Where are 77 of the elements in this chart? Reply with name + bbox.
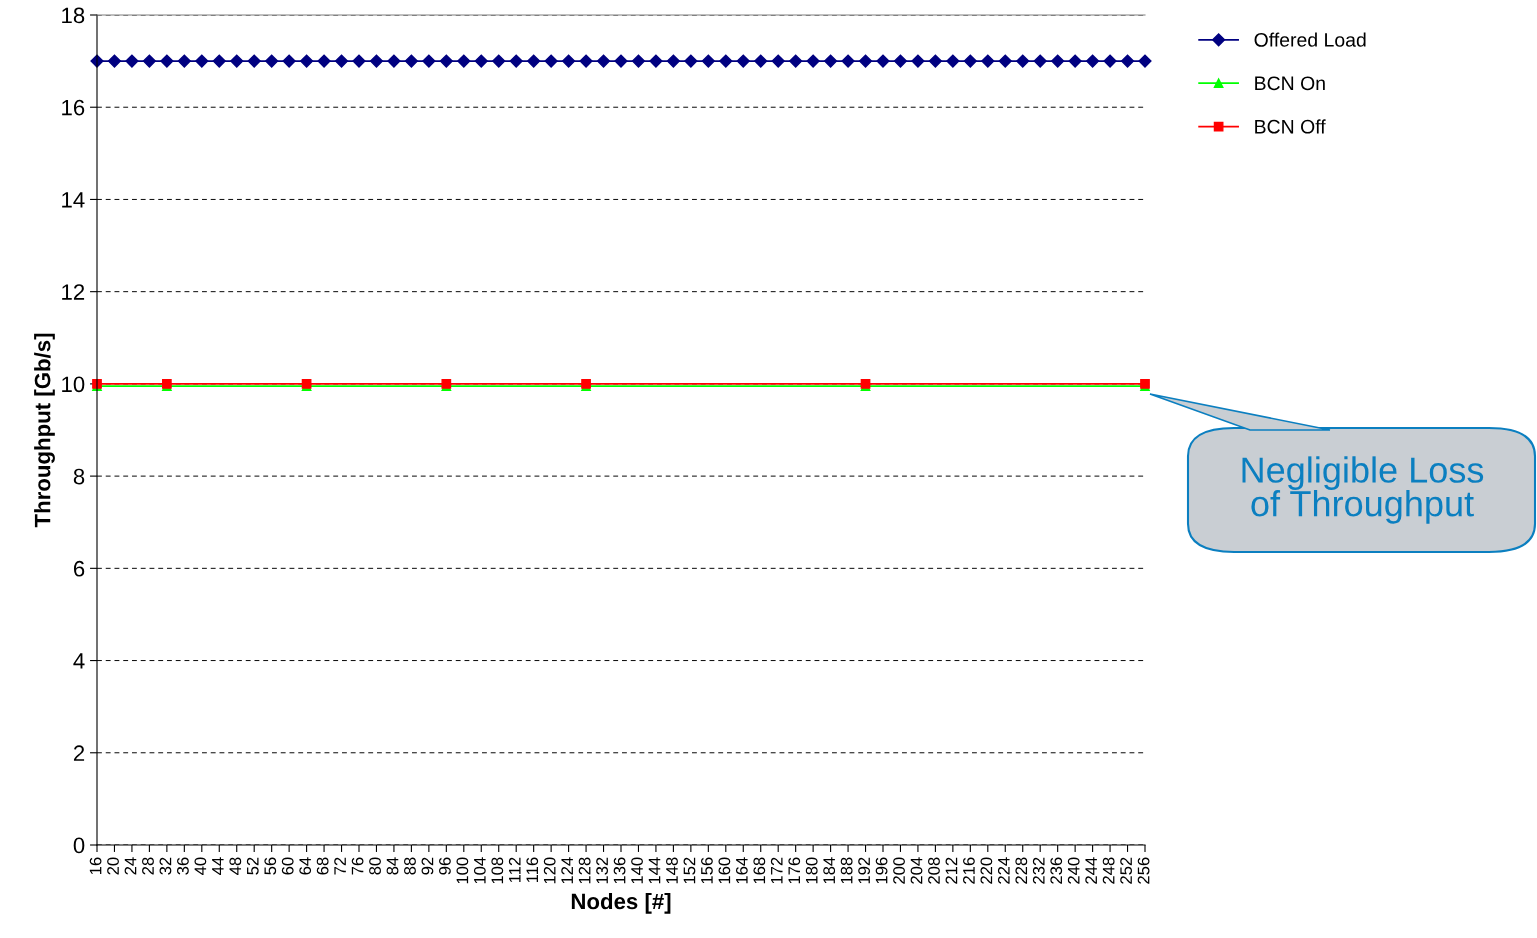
y-tick-label: 18 bbox=[62, 7, 85, 24]
y-tick-label: 8 bbox=[73, 468, 85, 485]
legend-label: Offered Load bbox=[1254, 32, 1366, 47]
y-tick-label: 10 bbox=[62, 376, 85, 393]
x-tick-label: 36 bbox=[177, 857, 189, 875]
x-tick-label: 84 bbox=[386, 857, 399, 875]
x-tick-label: 52 bbox=[246, 857, 259, 875]
x-tick-label: 64 bbox=[299, 857, 312, 875]
y-tick-label: 4 bbox=[73, 653, 85, 669]
x-axis-title: Nodes [#] bbox=[571, 892, 671, 914]
x-tick-label: 144 bbox=[648, 857, 661, 884]
x-tick-label: 112 bbox=[508, 857, 521, 883]
x-tick-label: 160 bbox=[718, 857, 731, 884]
x-tick-label: 172 bbox=[770, 857, 783, 884]
x-tick-label: 208 bbox=[928, 857, 940, 884]
y-axis-title: Throughput [Gb/s] bbox=[34, 333, 55, 528]
x-tick-label: 240 bbox=[1067, 857, 1080, 884]
x-tick-label: 120 bbox=[543, 857, 556, 884]
y-tick-label: 12 bbox=[62, 284, 85, 300]
x-tick-label: 168 bbox=[753, 857, 766, 884]
x-tick-label: 72 bbox=[334, 857, 346, 875]
x-tick-label: 96 bbox=[439, 857, 451, 875]
x-tick-label: 156 bbox=[701, 857, 713, 884]
x-tick-label: 44 bbox=[212, 857, 224, 875]
x-tick-label: 228 bbox=[1015, 857, 1028, 884]
x-tick-label: 188 bbox=[840, 857, 853, 884]
x-tick-label: 136 bbox=[613, 857, 626, 884]
x-tick-label: 216 bbox=[963, 857, 975, 884]
x-tick-label: 40 bbox=[194, 857, 207, 875]
x-tick-label: 92 bbox=[421, 857, 434, 875]
x-tick-label: 80 bbox=[369, 857, 381, 875]
y-tick-label: 0 bbox=[73, 837, 85, 854]
x-tick-label: 104 bbox=[473, 857, 486, 884]
x-tick-label: 132 bbox=[596, 857, 609, 884]
x-tick-label: 116 bbox=[526, 857, 539, 883]
legend-label: BCN On bbox=[1255, 76, 1325, 91]
x-tick-label: 252 bbox=[1120, 857, 1133, 884]
x-tick-label: 68 bbox=[316, 857, 329, 875]
x-tick-label: 164 bbox=[735, 857, 748, 884]
x-tick-label: 20 bbox=[107, 857, 119, 875]
x-tick-label: 148 bbox=[666, 857, 678, 884]
y-tick-label: 6 bbox=[73, 560, 85, 577]
x-tick-label: 108 bbox=[491, 857, 504, 884]
x-tick-label: 88 bbox=[404, 857, 416, 875]
x-tick-label: 236 bbox=[1050, 857, 1063, 884]
y-tick-label: 2 bbox=[73, 745, 85, 761]
x-tick-label: 16 bbox=[89, 857, 102, 875]
x-tick-label: 152 bbox=[683, 857, 696, 884]
x-tick-label: 28 bbox=[142, 857, 154, 875]
x-tick-label: 184 bbox=[823, 857, 836, 884]
y-tick-label: 14 bbox=[62, 192, 85, 208]
x-tick-label: 192 bbox=[858, 857, 871, 884]
text: Negligible Loss of Throughput bbox=[1242, 456, 1484, 524]
x-tick-label: 176 bbox=[788, 857, 801, 884]
x-tick-label: 256 bbox=[1137, 857, 1150, 884]
x-tick-label: 248 bbox=[1102, 857, 1115, 884]
x-tick-label: 128 bbox=[578, 857, 591, 884]
x-tick-label: 200 bbox=[893, 857, 905, 884]
x-tick-label: 100 bbox=[456, 857, 469, 884]
x-tick-label: 196 bbox=[875, 857, 888, 884]
legend-label: BCN Off bbox=[1255, 119, 1326, 134]
x-tick-label: 32 bbox=[159, 857, 172, 875]
x-tick-label: 244 bbox=[1085, 857, 1097, 884]
x-tick-label: 24 bbox=[124, 857, 137, 875]
x-tick-label: 48 bbox=[229, 857, 242, 875]
x-tick-label: 224 bbox=[997, 857, 1010, 884]
x-tick-label: 212 bbox=[945, 857, 958, 884]
y-tick-label: 16 bbox=[62, 99, 85, 116]
x-tick-label: 56 bbox=[264, 857, 277, 875]
x-tick-label: 232 bbox=[1032, 857, 1045, 884]
x-tick-label: 220 bbox=[980, 857, 993, 884]
x-tick-label: 204 bbox=[910, 857, 923, 884]
x-tick-label: 76 bbox=[351, 857, 364, 875]
x-tick-label: 140 bbox=[631, 857, 643, 884]
x-tick-label: 180 bbox=[805, 857, 818, 884]
x-tick-label: 60 bbox=[281, 857, 294, 875]
x-tick-label: 124 bbox=[561, 857, 573, 884]
